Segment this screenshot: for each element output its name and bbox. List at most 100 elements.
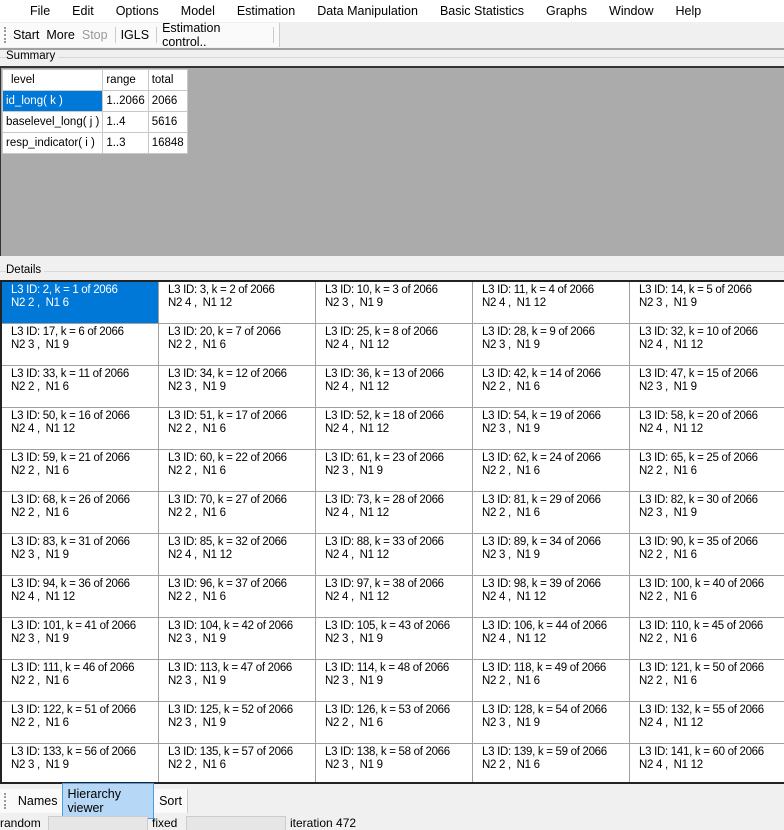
hierarchy-cell[interactable]: L3 ID: 33, k = 11 of 2066 N2 2 , N1 6 xyxy=(2,366,159,408)
level-cell[interactable]: resp_indicator( i ) xyxy=(1,132,104,154)
hierarchy-cell[interactable]: L3 ID: 54, k = 19 of 2066 N2 3 , N1 9 xyxy=(473,408,630,450)
hierarchy-cell[interactable]: L3 ID: 81, k = 29 of 2066 N2 2 , N1 6 xyxy=(473,492,630,534)
hierarchy-cell[interactable]: L3 ID: 94, k = 36 of 2066 N2 4 , N1 12 xyxy=(2,576,159,618)
hierarchy-cell[interactable]: L3 ID: 65, k = 25 of 2066 N2 2 , N1 6 xyxy=(630,450,784,492)
hierarchy-cell[interactable]: L3 ID: 121, k = 50 of 2066 N2 2 , N1 6 xyxy=(630,660,784,702)
range-cell[interactable]: 1..2066 xyxy=(102,90,149,112)
hierarchy-cell[interactable]: L3 ID: 2, k = 1 of 2066 N2 2 , N1 6 xyxy=(2,282,159,324)
hierarchy-cell[interactable]: L3 ID: 85, k = 32 of 2066 N2 4 , N1 12 xyxy=(159,534,316,576)
total-cell[interactable]: 16848 xyxy=(147,132,188,154)
cell-counts: N2 2 , N1 6 xyxy=(482,507,540,519)
menu-model[interactable]: Model xyxy=(180,4,215,18)
hierarchy-cell[interactable]: L3 ID: 135, k = 57 of 2066 N2 2 , N1 6 xyxy=(159,744,316,782)
hierarchy-cell[interactable]: L3 ID: 52, k = 18 of 2066 N2 4 , N1 12 xyxy=(316,408,473,450)
hierarchy-cell[interactable]: L3 ID: 97, k = 38 of 2066 N2 4 , N1 12 xyxy=(316,576,473,618)
header-range[interactable]: range xyxy=(102,69,149,91)
hierarchy-cell[interactable]: L3 ID: 125, k = 52 of 2066 N2 3 , N1 9 xyxy=(159,702,316,744)
more-button[interactable]: More xyxy=(46,28,75,42)
hierarchy-cell[interactable]: L3 ID: 118, k = 49 of 2066 N2 2 , N1 6 xyxy=(473,660,630,702)
menu-window[interactable]: Window xyxy=(609,4,654,18)
range-cell[interactable]: 1..4 xyxy=(102,111,149,133)
summary-row[interactable]: baselevel_long( j ) 1..4 5616 xyxy=(1,111,188,133)
menu-edit[interactable]: Edit xyxy=(72,4,94,18)
hierarchy-cell[interactable]: L3 ID: 110, k = 45 of 2066 N2 2 , N1 6 xyxy=(630,618,784,660)
cell-counts: N2 2 , N1 6 xyxy=(482,465,540,477)
hierarchy-cell[interactable]: L3 ID: 88, k = 33 of 2066 N2 4 , N1 12 xyxy=(316,534,473,576)
hierarchy-cell[interactable]: L3 ID: 111, k = 46 of 2066 N2 2 , N1 6 xyxy=(2,660,159,702)
tab-hierarchy-viewer[interactable]: Hierarchy viewer xyxy=(62,783,155,819)
hierarchy-cell[interactable]: L3 ID: 32, k = 10 of 2066 N2 4 , N1 12 xyxy=(630,324,784,366)
total-cell[interactable]: 2066 xyxy=(147,90,188,112)
hierarchy-cell[interactable]: L3 ID: 51, k = 17 of 2066 N2 2 , N1 6 xyxy=(159,408,316,450)
menu-estimation[interactable]: Estimation xyxy=(236,4,296,18)
hierarchy-cell[interactable]: L3 ID: 89, k = 34 of 2066 N2 3 , N1 9 xyxy=(473,534,630,576)
estimation-control-button[interactable]: Estimation control.. xyxy=(162,21,221,49)
hierarchy-cell[interactable]: L3 ID: 105, k = 43 of 2066 N2 3 , N1 9 xyxy=(316,618,473,660)
hierarchy-cell[interactable]: L3 ID: 59, k = 21 of 2066 N2 2 , N1 6 xyxy=(2,450,159,492)
hierarchy-cell[interactable]: L3 ID: 113, k = 47 of 2066 N2 3 , N1 9 xyxy=(159,660,316,702)
hierarchy-cell[interactable]: L3 ID: 96, k = 37 of 2066 N2 2 , N1 6 xyxy=(159,576,316,618)
hierarchy-cell[interactable]: L3 ID: 90, k = 35 of 2066 N2 2 , N1 6 xyxy=(630,534,784,576)
hierarchy-cell[interactable]: L3 ID: 14, k = 5 of 2066 N2 3 , N1 9 xyxy=(630,282,784,324)
hierarchy-cell[interactable]: L3 ID: 62, k = 24 of 2066 N2 2 , N1 6 xyxy=(473,450,630,492)
menu-help[interactable]: Help xyxy=(675,4,702,18)
toolbar-grip[interactable] xyxy=(4,27,7,43)
hierarchy-cell[interactable]: L3 ID: 126, k = 53 of 2066 N2 2 , N1 6 xyxy=(316,702,473,744)
hierarchy-cell[interactable]: L3 ID: 42, k = 14 of 2066 N2 2 , N1 6 xyxy=(473,366,630,408)
stop-button[interactable]: Stop xyxy=(81,28,108,42)
hierarchy-cell[interactable]: L3 ID: 3, k = 2 of 2066 N2 4 , N1 12 xyxy=(159,282,316,324)
toolbar-grip[interactable] xyxy=(4,793,7,809)
menu-graphs[interactable]: Graphs xyxy=(546,4,588,18)
cell-counts: N2 3 , N1 9 xyxy=(639,297,697,309)
hierarchy-cell[interactable]: L3 ID: 139, k = 59 of 2066 N2 2 , N1 6 xyxy=(473,744,630,782)
hierarchy-cell[interactable]: L3 ID: 20, k = 7 of 2066 N2 2 , N1 6 xyxy=(159,324,316,366)
hierarchy-cell[interactable]: L3 ID: 104, k = 42 of 2066 N2 3 , N1 9 xyxy=(159,618,316,660)
header-total[interactable]: total xyxy=(147,69,188,91)
summary-row[interactable]: resp_indicator( i ) 1..3 16848 xyxy=(1,132,188,154)
hierarchy-cell[interactable]: L3 ID: 122, k = 51 of 2066 N2 2 , N1 6 xyxy=(2,702,159,744)
hierarchy-cell[interactable]: L3 ID: 11, k = 4 of 2066 N2 4 , N1 12 xyxy=(473,282,630,324)
level-cell[interactable]: id_long( k ) xyxy=(1,90,104,112)
start-button[interactable]: Start xyxy=(12,28,40,42)
hierarchy-cell[interactable]: L3 ID: 101, k = 41 of 2066 N2 3 , N1 9 xyxy=(2,618,159,660)
hierarchy-cell[interactable]: L3 ID: 138, k = 58 of 2066 N2 3 , N1 9 xyxy=(316,744,473,782)
hierarchy-cell[interactable]: L3 ID: 106, k = 44 of 2066 N2 4 , N1 12 xyxy=(473,618,630,660)
menu-file[interactable]: File xyxy=(30,4,51,18)
level-cell[interactable]: baselevel_long( j ) xyxy=(1,111,104,133)
cell-title: L3 ID: 114, k = 48 of 2066 xyxy=(325,662,450,674)
hierarchy-cell[interactable]: L3 ID: 47, k = 15 of 2066 N2 3 , N1 9 xyxy=(630,366,784,408)
summary-row[interactable]: id_long( k ) 1..2066 2066 xyxy=(1,90,188,112)
menu-data-manipulation[interactable]: Data Manipulation xyxy=(317,4,418,18)
hierarchy-cell[interactable]: L3 ID: 100, k = 40 of 2066 N2 2 , N1 6 xyxy=(630,576,784,618)
hierarchy-cell[interactable]: L3 ID: 132, k = 55 of 2066 N2 4 , N1 12 xyxy=(630,702,784,744)
hierarchy-cell[interactable]: L3 ID: 25, k = 8 of 2066 N2 4 , N1 12 xyxy=(316,324,473,366)
cell-title: L3 ID: 65, k = 25 of 2066 xyxy=(639,452,758,464)
hierarchy-cell[interactable]: L3 ID: 10, k = 3 of 2066 N2 3 , N1 9 xyxy=(316,282,473,324)
range-cell[interactable]: 1..3 xyxy=(102,132,149,154)
igls-button[interactable]: IGLS xyxy=(120,28,150,42)
hierarchy-cell[interactable]: L3 ID: 36, k = 13 of 2066 N2 4 , N1 12 xyxy=(316,366,473,408)
header-level[interactable]: level xyxy=(1,69,104,91)
hierarchy-cell[interactable]: L3 ID: 50, k = 16 of 2066 N2 4 , N1 12 xyxy=(2,408,159,450)
hierarchy-cell[interactable]: L3 ID: 17, k = 6 of 2066 N2 3 , N1 9 xyxy=(2,324,159,366)
hierarchy-cell[interactable]: L3 ID: 128, k = 54 of 2066 N2 3 , N1 9 xyxy=(473,702,630,744)
hierarchy-cell[interactable]: L3 ID: 133, k = 56 of 2066 N2 3 , N1 9 xyxy=(2,744,159,782)
hierarchy-cell[interactable]: L3 ID: 114, k = 48 of 2066 N2 3 , N1 9 xyxy=(316,660,473,702)
menu-basic-statistics[interactable]: Basic Statistics xyxy=(439,4,525,18)
hierarchy-cell[interactable]: L3 ID: 83, k = 31 of 2066 N2 3 , N1 9 xyxy=(2,534,159,576)
hierarchy-cell[interactable]: L3 ID: 98, k = 39 of 2066 N2 4 , N1 12 xyxy=(473,576,630,618)
hierarchy-cell[interactable]: L3 ID: 61, k = 23 of 2066 N2 3 , N1 9 xyxy=(316,450,473,492)
tab-names[interactable]: Names xyxy=(17,794,58,808)
hierarchy-cell[interactable]: L3 ID: 60, k = 22 of 2066 N2 2 , N1 6 xyxy=(159,450,316,492)
hierarchy-cell[interactable]: L3 ID: 68, k = 26 of 2066 N2 2 , N1 6 xyxy=(2,492,159,534)
menu-options[interactable]: Options xyxy=(115,4,159,18)
hierarchy-cell[interactable]: L3 ID: 141, k = 60 of 2066 N2 4 , N1 12 xyxy=(630,744,784,782)
hierarchy-cell[interactable]: L3 ID: 34, k = 12 of 2066 N2 3 , N1 9 xyxy=(159,366,316,408)
hierarchy-cell[interactable]: L3 ID: 73, k = 28 of 2066 N2 4 , N1 12 xyxy=(316,492,473,534)
hierarchy-cell[interactable]: L3 ID: 28, k = 9 of 2066 N2 3 , N1 9 xyxy=(473,324,630,366)
hierarchy-cell[interactable]: L3 ID: 58, k = 20 of 2066 N2 4 , N1 12 xyxy=(630,408,784,450)
hierarchy-cell[interactable]: L3 ID: 82, k = 30 of 2066 N2 3 , N1 9 xyxy=(630,492,784,534)
total-cell[interactable]: 5616 xyxy=(147,111,188,133)
tab-sort[interactable]: Sort xyxy=(159,794,182,808)
hierarchy-cell[interactable]: L3 ID: 70, k = 27 of 2066 N2 2 , N1 6 xyxy=(159,492,316,534)
